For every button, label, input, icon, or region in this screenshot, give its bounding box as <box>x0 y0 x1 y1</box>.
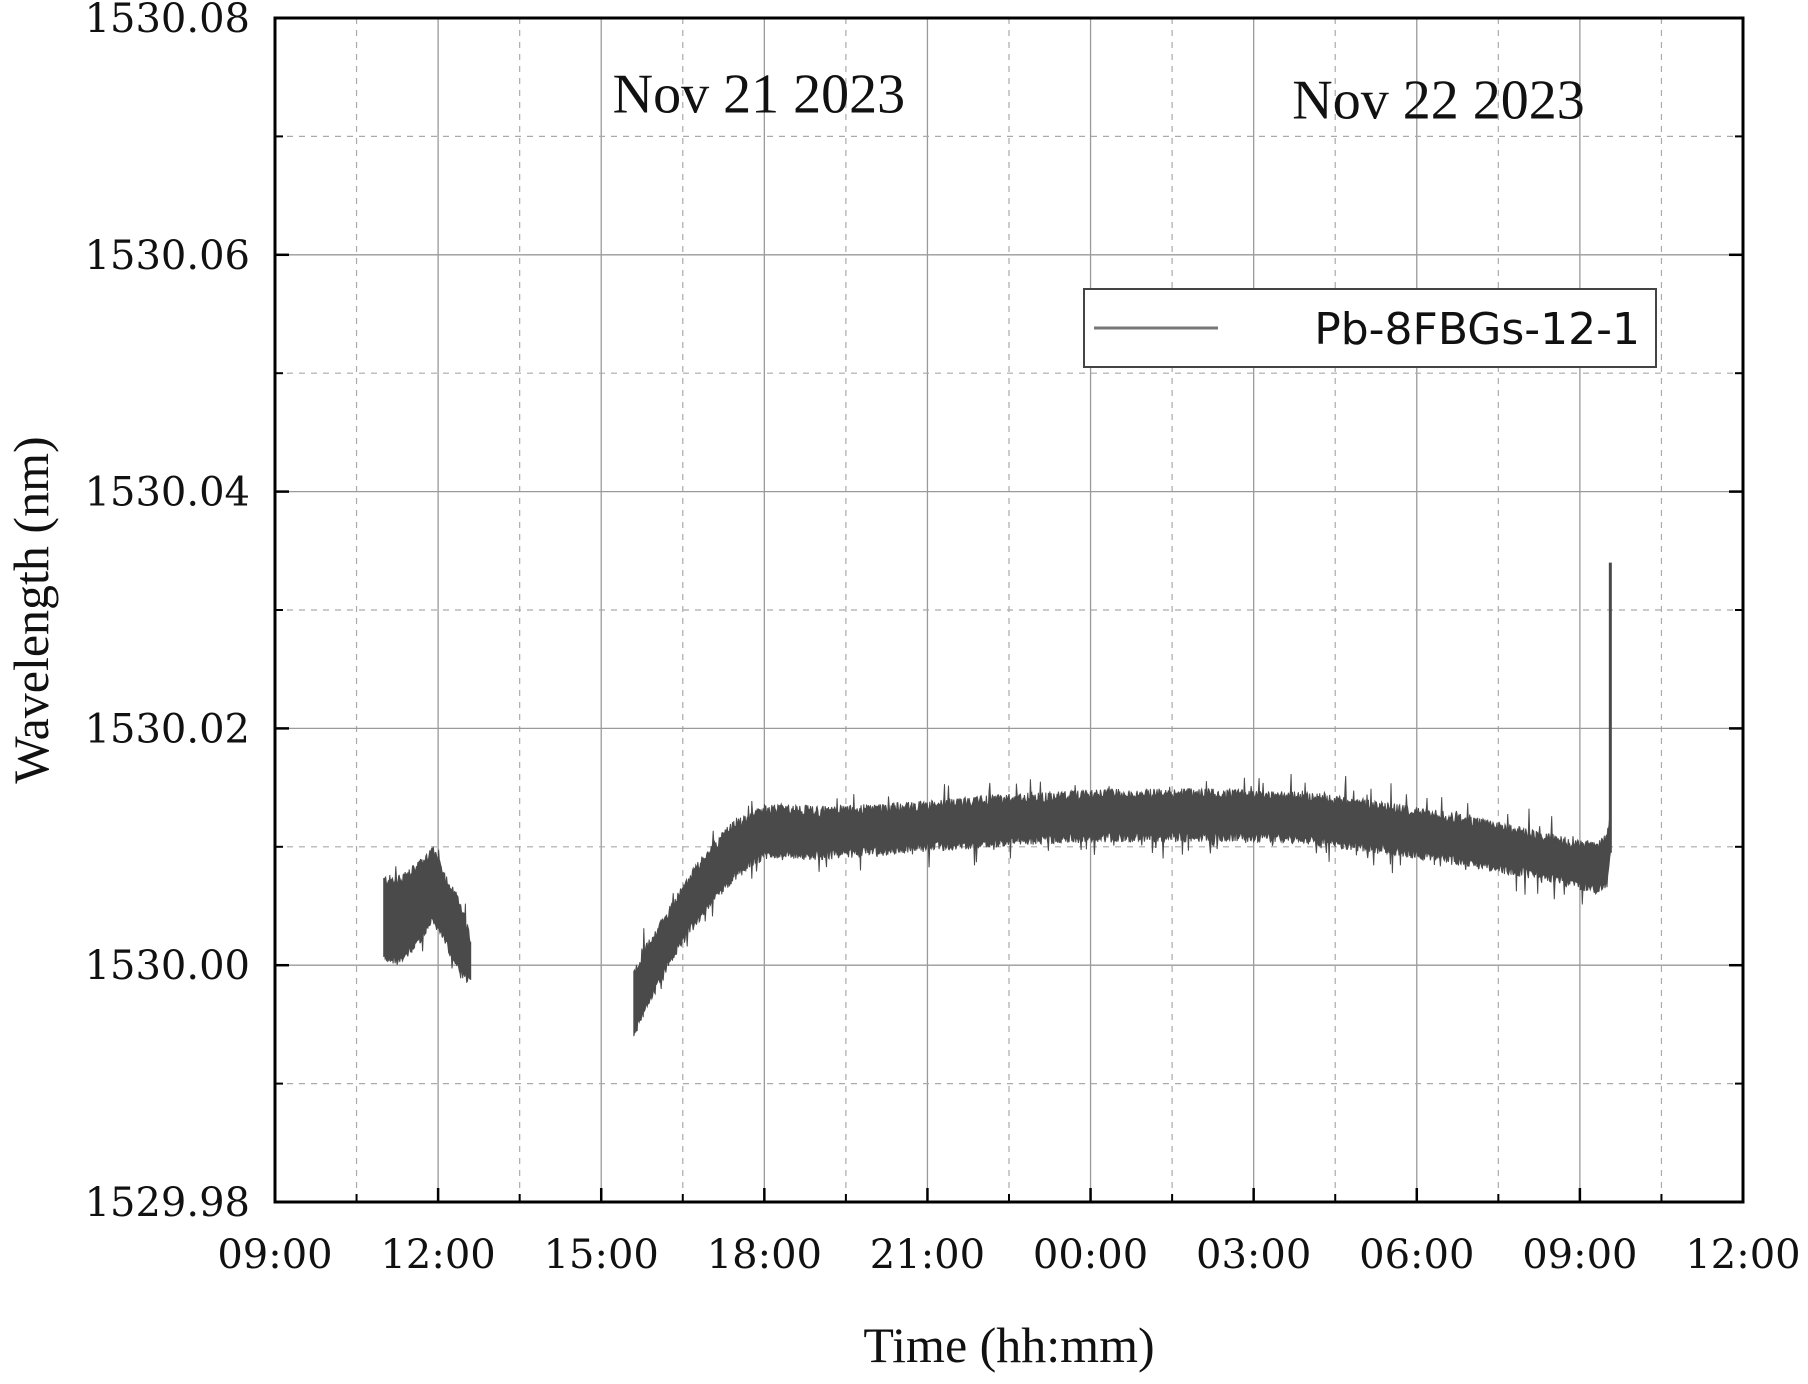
date-annotation-nov-21: Nov 21 2023 <box>613 64 905 126</box>
x-tick-label: 00:00 <box>1033 1232 1148 1278</box>
series-band-segment-1 <box>383 846 472 984</box>
x-tick-label: 09:00 <box>217 1232 332 1278</box>
x-axis-title: Time (hh:mm) <box>863 1317 1154 1373</box>
x-tick-label: 09:00 <box>1522 1232 1637 1278</box>
data-series <box>383 562 1612 1037</box>
legend-label: Pb-8FBGs-12-1 <box>1314 304 1640 355</box>
date-annotation-nov-22: Nov 22 2023 <box>1292 70 1584 132</box>
x-tick-label: 12:00 <box>1685 1232 1800 1278</box>
y-tick-label: 1530.00 <box>85 943 250 989</box>
x-tick-label: 06:00 <box>1359 1232 1474 1278</box>
y-tick-label: 1530.02 <box>85 706 250 752</box>
y-tick-label: 1530.04 <box>85 470 250 516</box>
y-tick-label: 1530.08 <box>85 0 250 42</box>
x-tick-label: 03:00 <box>1196 1232 1311 1278</box>
axis-ticks <box>273 16 1745 1204</box>
x-tick-label: 12:00 <box>380 1232 495 1278</box>
y-axis-title: Wavelength (nm) <box>3 436 59 783</box>
y-tick-label: 1529.98 <box>85 1180 250 1226</box>
series-band-segment-2 <box>633 773 1611 1037</box>
tick-labels: 09:00 12:00 15:00 18:00 21:00 00:00 03:00 06:00… <box>85 0 1801 1278</box>
grid-lines <box>274 17 1744 1203</box>
x-tick-label: 15:00 <box>544 1232 659 1278</box>
y-tick-label: 1530.06 <box>85 233 250 279</box>
x-tick-label: 21:00 <box>870 1232 985 1278</box>
legend: Pb-8FBGs-12-1 <box>1083 288 1657 368</box>
x-tick-label: 18:00 <box>707 1232 822 1278</box>
